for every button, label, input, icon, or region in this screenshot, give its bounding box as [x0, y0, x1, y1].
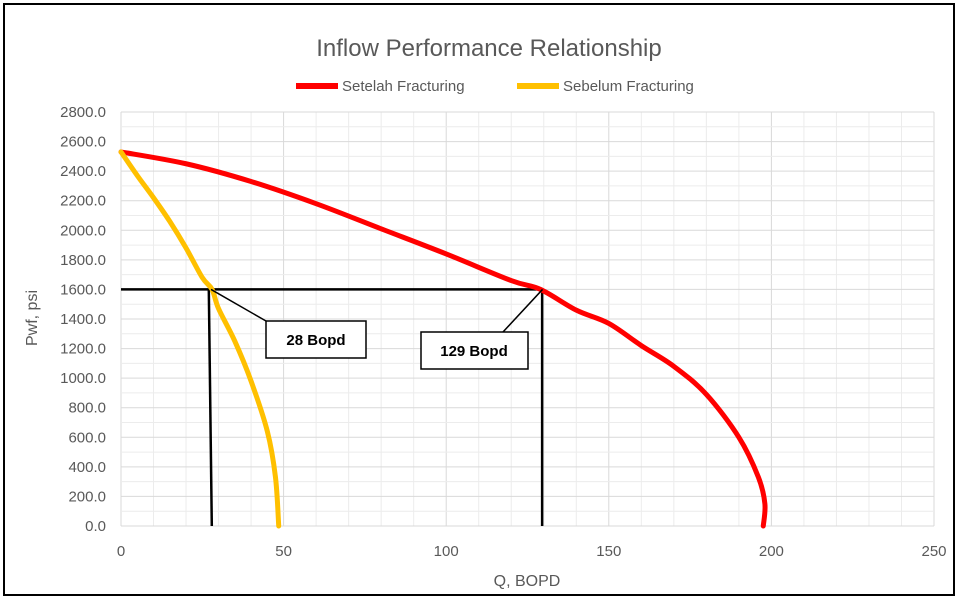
y-axis-title: Pwf, psi [24, 290, 41, 346]
series-line-setelah [118, 149, 768, 529]
y-tick-label: 2200.0 [60, 193, 106, 210]
chart-title: Inflow Performance Relationship [316, 35, 662, 62]
annotation-leader-129 [502, 288, 544, 333]
annotation-box-129 [420, 331, 529, 370]
annotation-label-28: 28 Bopd [286, 332, 345, 349]
annotation-box-28 [265, 320, 367, 359]
x-tick-label: 150 [596, 543, 621, 560]
annotation-leader-28 [210, 288, 267, 322]
reference-lines [121, 288, 544, 527]
tick-labels: 0 50 100 150 200 250 0.0 200.0 400.0 600.0 800.0 10… [60, 104, 946, 560]
legend-label-sebelum: Sebelum Fracturing [563, 78, 694, 95]
y-tick-label: 2800.0 [60, 104, 106, 121]
y-tick-label: 1600.0 [60, 281, 106, 298]
y-tick-label: 2400.0 [60, 163, 106, 180]
x-tick-label: 200 [759, 543, 784, 560]
x-axis-title: Q, BOPD [494, 573, 561, 590]
y-tick-label: 400.0 [68, 459, 106, 476]
y-tick-label: 1400.0 [60, 311, 106, 328]
reference-line-vertical-28 [207, 289, 214, 527]
y-tick-label: 800.0 [68, 400, 106, 417]
y-tick-label: 2000.0 [60, 222, 106, 239]
annotations: 28 Bopd 129 Bopd [210, 288, 544, 370]
y-tick-label: 2600.0 [60, 134, 106, 151]
y-tick-label: 600.0 [68, 429, 106, 446]
x-tick-label: 0 [117, 543, 125, 560]
x-tick-label: 50 [275, 543, 292, 560]
x-tick-label: 100 [434, 543, 459, 560]
y-tick-label: 1200.0 [60, 341, 106, 358]
y-tick-label: 1800.0 [60, 252, 106, 269]
y-tick-label: 0.0 [85, 518, 106, 535]
legend-label-setelah: Setelah Fracturing [342, 78, 465, 95]
y-tick-label: 200.0 [68, 488, 106, 505]
x-tick-label: 250 [921, 543, 946, 560]
legend: Setelah Fracturing Sebelum Fracturing [296, 78, 694, 95]
y-tick-label: 1000.0 [60, 370, 106, 387]
annotation-label-129: 129 Bopd [440, 343, 508, 360]
